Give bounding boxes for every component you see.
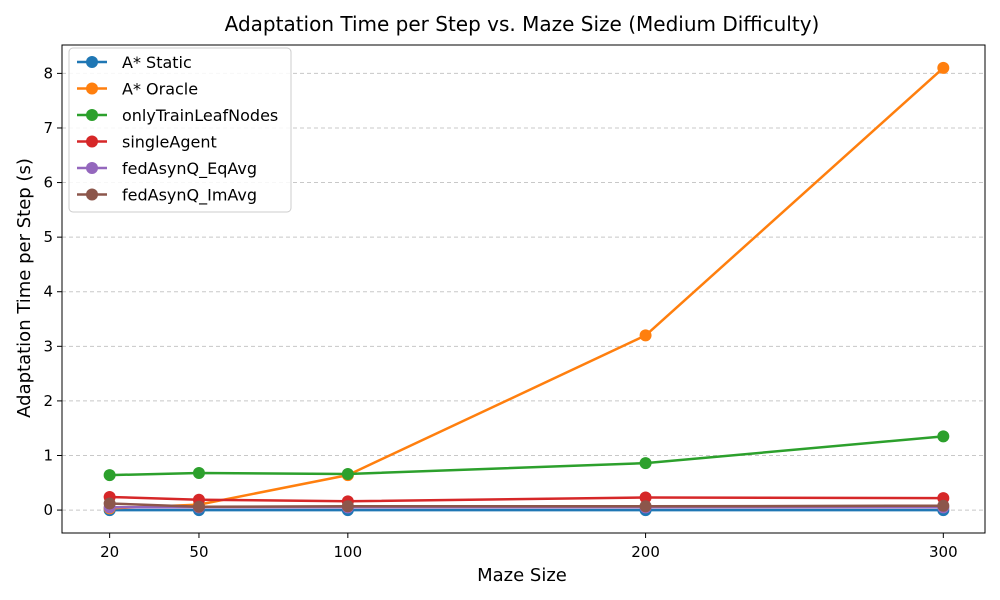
y-axis-label: Adaptation Time per Step (s) bbox=[14, 158, 35, 418]
plot-frame bbox=[61, 44, 986, 534]
series-5 bbox=[103, 497, 950, 513]
y-tick-label: 4 bbox=[43, 283, 53, 301]
legend-label: onlyTrainLeafNodes bbox=[122, 106, 278, 125]
data-point bbox=[341, 468, 354, 481]
legend: A* Static A* Oracle onlyTrainLeafNodes sing… bbox=[68, 47, 292, 213]
series-line bbox=[109, 502, 944, 509]
data-point bbox=[937, 61, 950, 74]
legend-item: singleAgent bbox=[77, 133, 217, 152]
data-point bbox=[639, 329, 652, 342]
x-tick-label: 50 bbox=[189, 543, 208, 561]
data-point bbox=[639, 491, 652, 504]
data-point bbox=[341, 500, 354, 513]
y-tick-label: 6 bbox=[43, 174, 53, 192]
legend-item: A* Static bbox=[77, 53, 192, 72]
x-tick-label: 300 bbox=[929, 543, 958, 561]
legend-label: fedAsynQ_EqAvg bbox=[122, 159, 257, 179]
data-point bbox=[192, 500, 205, 513]
series-lines bbox=[103, 61, 950, 517]
y-tick-label: 3 bbox=[43, 337, 53, 355]
x-tick-label: 200 bbox=[631, 543, 660, 561]
data-point bbox=[937, 499, 950, 512]
legend-box bbox=[68, 47, 292, 213]
data-point bbox=[639, 457, 652, 470]
y-tick-label: 7 bbox=[43, 119, 53, 137]
data-point bbox=[103, 469, 116, 482]
data-point bbox=[103, 497, 116, 510]
legend-label: singleAgent bbox=[122, 133, 217, 152]
legend-item: fedAsynQ_ImAvg bbox=[77, 186, 257, 206]
y-tick-label: 1 bbox=[43, 446, 53, 464]
legend-item: A* Oracle bbox=[77, 80, 198, 99]
tick-marks: 0 1 2 3 4 5 6 7 8 20 50 100 200 300 bbox=[43, 64, 957, 561]
axes bbox=[61, 44, 986, 534]
data-point bbox=[639, 500, 652, 513]
legend-marker bbox=[86, 162, 98, 174]
y-tick-label: 0 bbox=[43, 501, 53, 519]
chart-title: Adaptation Time per Step vs. Maze Size (… bbox=[225, 12, 820, 36]
legend-label: fedAsynQ_ImAvg bbox=[122, 186, 257, 206]
x-tick-label: 100 bbox=[334, 543, 363, 561]
legend-item: onlyTrainLeafNodes bbox=[77, 106, 278, 125]
x-axis-label: Maze Size bbox=[477, 565, 567, 586]
legend-marker bbox=[86, 135, 98, 148]
y-tick-label: 5 bbox=[43, 228, 53, 246]
y-tick-label: 2 bbox=[43, 392, 53, 410]
legend-label: A* Static bbox=[122, 53, 192, 72]
legend-label: A* Oracle bbox=[122, 80, 198, 99]
legend-marker bbox=[86, 56, 98, 68]
legend-item: fedAsynQ_EqAvg bbox=[77, 159, 257, 179]
y-tick-label: 8 bbox=[43, 64, 53, 82]
series-2 bbox=[103, 430, 950, 482]
data-point bbox=[937, 430, 950, 443]
legend-marker bbox=[86, 109, 98, 121]
legend-marker bbox=[86, 82, 98, 95]
x-tick-label: 20 bbox=[100, 543, 119, 561]
data-point bbox=[192, 466, 205, 479]
legend-marker bbox=[86, 188, 98, 201]
